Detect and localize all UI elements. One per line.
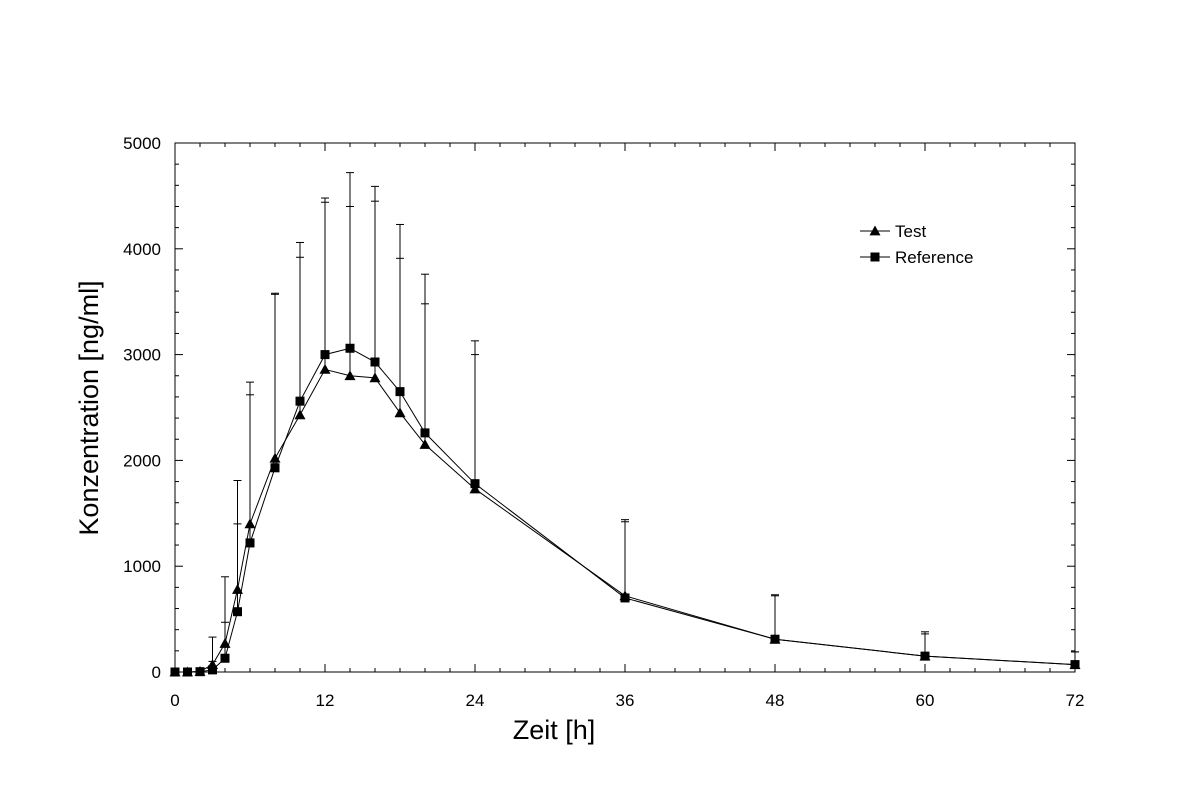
test-point — [369, 372, 381, 383]
legend-reference-marker — [870, 252, 880, 262]
reference-point — [920, 651, 930, 661]
reference-point — [183, 667, 192, 677]
reference-point — [620, 593, 630, 603]
reference-point — [470, 479, 480, 489]
x-tick-label: 72 — [1066, 691, 1085, 710]
test-point — [394, 407, 406, 418]
reference-point — [420, 428, 430, 438]
series-markers — [169, 343, 1081, 677]
y-tick-label: 3000 — [123, 346, 161, 365]
test-point — [232, 583, 243, 594]
legend-reference-label: Reference — [895, 248, 973, 267]
x-tick-label: 36 — [616, 691, 635, 710]
legend-test-label: Test — [895, 222, 926, 241]
test-point — [319, 363, 331, 374]
reference-point — [370, 357, 380, 367]
reference-point — [320, 350, 330, 360]
reference-point — [208, 665, 217, 675]
reference-point — [395, 387, 405, 397]
reference-point — [245, 538, 255, 548]
y-axis-title: Konzentration [ng/ml] — [74, 280, 104, 535]
test-point — [469, 483, 481, 494]
legend: Test Reference — [860, 222, 973, 267]
reference-point — [170, 667, 180, 677]
y-tick-label: 0 — [152, 663, 161, 682]
series-lines — [175, 347, 1076, 673]
test-point — [294, 409, 306, 420]
x-axis-title: Zeit [h] — [513, 715, 596, 745]
test-point — [419, 439, 431, 449]
y-tick-label: 5000 — [123, 134, 161, 153]
x-tick-label: 48 — [766, 691, 785, 710]
x-tick-label: 12 — [316, 691, 335, 710]
test-point — [344, 370, 356, 381]
test-point — [219, 637, 231, 648]
reference-point — [770, 634, 780, 644]
test-point — [269, 452, 281, 463]
y-tick-label: 4000 — [123, 240, 161, 259]
test-point — [244, 518, 256, 529]
x-tick-label: 0 — [170, 691, 179, 710]
axis-ticks: 0 12 24 36 48 60 72 0 1000 2000 3000 4000 5000 — [123, 134, 1084, 710]
legend-test-marker — [869, 225, 881, 236]
reference-point — [270, 463, 280, 473]
reference-point — [220, 653, 230, 663]
reference-point — [1070, 660, 1080, 670]
reference-point — [295, 396, 305, 406]
y-tick-label: 2000 — [123, 451, 161, 470]
reference-point — [233, 607, 242, 617]
error-bars — [208, 172, 1079, 670]
reference-point — [345, 343, 355, 353]
x-tick-label: 24 — [466, 691, 485, 710]
y-tick-label: 1000 — [123, 557, 161, 576]
x-tick-label: 60 — [916, 691, 935, 710]
reference-point — [195, 667, 205, 677]
